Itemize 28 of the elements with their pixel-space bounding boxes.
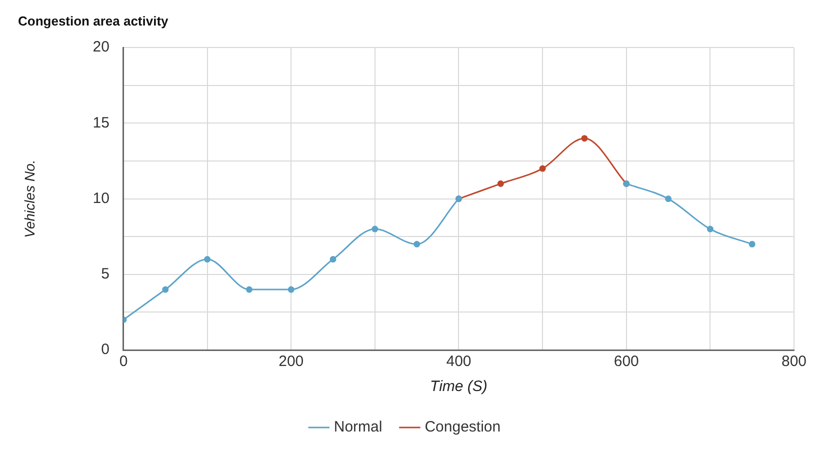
point [539, 165, 546, 172]
x-tick-label: 400 [446, 353, 472, 370]
point [665, 196, 672, 202]
legend-label: Congestion [424, 418, 501, 436]
y-tick-label: 5 [101, 266, 110, 283]
x-tick-label: 800 [781, 353, 807, 370]
point [581, 135, 588, 142]
point [414, 240, 420, 248]
point [204, 256, 211, 263]
x-tick-label: 0 [119, 353, 128, 370]
x-tick-label: 200 [278, 353, 304, 370]
point [706, 226, 714, 232]
y-axis-title: Vehicles No. [21, 160, 38, 238]
point [372, 226, 378, 232]
point [497, 180, 504, 187]
y-tick-label: 15 [92, 114, 110, 132]
point [748, 240, 756, 248]
chart-title: Congestion area activity [18, 13, 170, 28]
legend-label: Normal [334, 418, 382, 436]
y-tick-label: 10 [92, 190, 110, 207]
x-axis-title: Time (S) [430, 378, 488, 396]
y-tick-label: 20 [92, 38, 110, 56]
y-tick-label: 0 [101, 341, 110, 358]
point [162, 286, 169, 293]
x-tick-label: 600 [614, 353, 639, 370]
point [330, 256, 336, 263]
point [246, 286, 252, 293]
point [288, 286, 294, 293]
